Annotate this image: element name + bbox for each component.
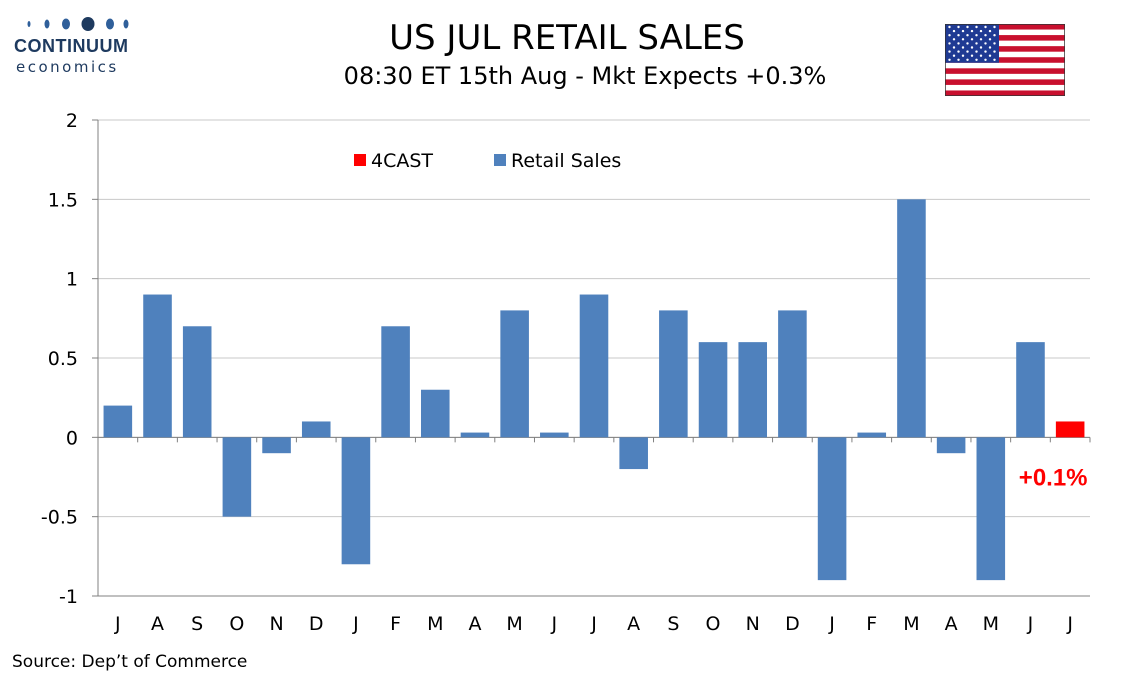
x-tick-label: J [590, 613, 597, 635]
x-tick-label: J [1066, 613, 1073, 635]
x-tick-label: A [468, 613, 481, 635]
bar-retail-sales [182, 326, 212, 438]
x-tick-label: F [866, 613, 877, 635]
y-tick-label: 1 [66, 269, 78, 291]
bar-retail-sales [1016, 342, 1045, 438]
bar-retail-sales [381, 326, 410, 438]
x-tick-label: D [309, 613, 324, 635]
y-tick-label: -1 [59, 586, 78, 608]
bar-retail-sales [778, 310, 807, 438]
bar-retail-sales [540, 432, 569, 438]
y-tick-label: 0 [66, 427, 78, 449]
bar-retail-sales [579, 294, 609, 438]
bar-retail-sales [420, 389, 450, 438]
forecast-annotation: +0.1% [1019, 464, 1088, 491]
bar-retail-sales [619, 437, 648, 470]
legend: 4CAST Retail Sales [354, 150, 621, 172]
x-tick-label: A [945, 613, 958, 635]
y-tick-label: -0.5 [41, 507, 78, 529]
bar-retail-sales [698, 342, 728, 438]
bar-retail-sales [301, 421, 331, 438]
y-tick-label: 2 [66, 110, 78, 132]
chart-subtitle: 08:30 ET 15th Aug - Mkt Expects +0.3% [343, 62, 827, 90]
bar-retail-sales [460, 432, 490, 438]
bars [103, 199, 1085, 581]
bar-4cast [1055, 421, 1085, 438]
x-tick-label: S [191, 613, 203, 635]
chart-title: US JUL RETAIL SALES [389, 18, 745, 58]
logo-name: CONTINUUM [14, 36, 129, 56]
x-tick-label: J [1027, 613, 1034, 635]
x-tick-label: M [903, 613, 919, 635]
bar-retail-sales [857, 432, 887, 438]
x-tick-label: O [706, 613, 721, 635]
us-flag-icon [945, 24, 1065, 96]
bar-retail-sales [103, 405, 133, 438]
x-tick-label: M [506, 613, 522, 635]
logo-dots-icon [27, 17, 129, 31]
bar-retail-sales [659, 310, 688, 438]
x-tick-label: A [627, 613, 640, 635]
x-tick-label: J [352, 613, 359, 635]
x-tick-label: D [785, 613, 800, 635]
bar-retail-sales [897, 199, 926, 438]
x-tick-label: M [427, 613, 443, 635]
tick-labels: 2 1.5 1 0.5 0 -0.5 -1 J A S O N D J F M A M J J A S O N D J F M A M J J [41, 110, 1073, 635]
bar-retail-sales [817, 437, 847, 581]
legend-label: 4CAST [371, 150, 433, 172]
bar-retail-sales [500, 310, 529, 438]
x-tick-label: J [551, 613, 558, 635]
bar-retail-sales [222, 437, 252, 517]
bar-retail-sales [341, 437, 371, 565]
y-tick-label: 0.5 [48, 348, 78, 370]
bar-retail-sales [262, 437, 291, 454]
x-tick-label: M [983, 613, 999, 635]
bar-retail-sales [976, 437, 1006, 581]
axes [92, 119, 1091, 597]
legend-swatch [354, 154, 366, 166]
x-tick-label: F [390, 613, 401, 635]
x-tick-label: S [667, 613, 679, 635]
legend-label: Retail Sales [511, 150, 621, 172]
bar-retail-sales [143, 294, 172, 438]
y-tick-label: 1.5 [48, 189, 78, 211]
x-tick-label: N [269, 613, 283, 635]
source-note: Source: Dep’t of Commerce [12, 652, 248, 672]
x-tick-label: J [114, 613, 121, 635]
x-tick-label: O [229, 613, 244, 635]
x-tick-label: J [828, 613, 835, 635]
legend-swatch [494, 154, 506, 166]
x-tick-label: A [151, 613, 164, 635]
logo-subtitle: economics [16, 58, 119, 76]
bar-retail-sales [936, 437, 966, 454]
bar-retail-sales [738, 342, 768, 438]
x-tick-label: N [746, 613, 760, 635]
annotations: +0.1% [1019, 464, 1088, 491]
